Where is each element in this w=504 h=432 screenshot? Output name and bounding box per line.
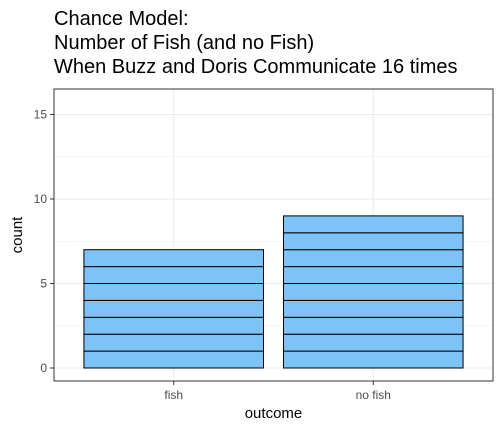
x-tick-label: fish — [164, 388, 183, 402]
x-axis-title: outcome — [245, 405, 303, 422]
bar-segment — [282, 283, 464, 301]
x-tick-label: no fish — [356, 388, 391, 402]
plot-panel-border — [53, 88, 494, 382]
bar-segment — [282, 350, 464, 369]
bar-segment — [282, 215, 464, 234]
bars — [83, 215, 464, 369]
chart-title: Chance Model: Number of Fish (and no Fis… — [54, 8, 458, 78]
bar-segment — [83, 333, 265, 352]
axes: 0 5 10 15 fish no fish — [34, 108, 391, 403]
bar-segment — [282, 316, 464, 335]
chart-title-line-1: Chance Model: — [54, 8, 189, 30]
y-tick-label: 0 — [40, 361, 47, 375]
bar-segment — [282, 249, 464, 268]
bar-segment — [282, 232, 464, 251]
bar-segment — [282, 299, 464, 318]
bar-segment — [83, 316, 265, 335]
y-tick-label: 10 — [34, 192, 48, 206]
y-tick-label: 15 — [34, 108, 48, 122]
chart-title-line-3: When Buzz and Doris Communicate 16 times — [54, 56, 458, 78]
bar-segment — [83, 249, 265, 268]
bar-segment — [83, 299, 265, 318]
bar-segment — [282, 266, 464, 285]
bar-segment — [83, 283, 265, 301]
bar-segment — [83, 266, 265, 285]
bar-segment — [282, 333, 464, 352]
y-axis-title: count — [9, 216, 26, 254]
chart-title-line-2: Number of Fish (and no Fish) — [54, 32, 314, 54]
y-tick-label: 5 — [40, 277, 47, 291]
bar-segment — [83, 350, 265, 369]
